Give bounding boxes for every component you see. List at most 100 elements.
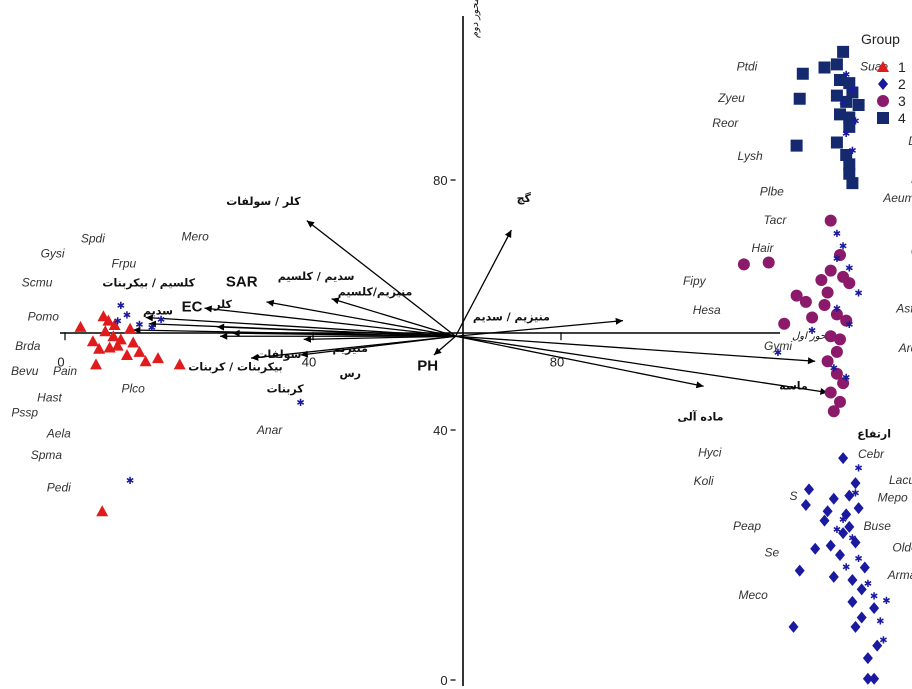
group-4-point — [796, 67, 809, 80]
group-2-point — [788, 620, 799, 633]
group-1-point — [90, 358, 102, 370]
unclassified-point: ✱ — [876, 617, 884, 628]
unclassified-point: ✱ — [117, 301, 125, 312]
species-label: Bevu — [11, 364, 39, 378]
group-3-point — [834, 249, 846, 261]
env-vector-label: کلر — [213, 298, 232, 311]
species-label: Hyci — [698, 445, 722, 459]
species-label: Brda — [15, 339, 41, 353]
env-vector-line — [216, 326, 456, 337]
env-vector-label: سدیم — [143, 304, 173, 317]
group-3-point — [778, 317, 791, 330]
y-tick-label: 80 — [433, 173, 447, 188]
group-4-point — [843, 77, 856, 90]
unclassified-point: ✱ — [848, 534, 856, 545]
env-vector-arrowhead — [220, 332, 228, 340]
unclassified-point: ✱ — [833, 254, 841, 265]
group-4-point — [790, 139, 803, 152]
group-3-point — [830, 345, 843, 358]
group-2-point — [825, 539, 836, 552]
unclassified-point: ✱ — [851, 489, 859, 500]
species-label: Spma — [31, 448, 63, 462]
species-labels: Spdi Mero Gysi Frpu Scmu Pomo Brda Pain Bevu Plco… — [11, 60, 912, 602]
env-vector-label: منیزیم/کلسیم — [338, 286, 413, 299]
env-vector-line — [455, 335, 704, 387]
env-vector-arrowhead — [433, 347, 442, 355]
y-tick-label: 40 — [433, 423, 447, 438]
species-label: Pssp — [11, 405, 38, 419]
group-2-point — [859, 561, 870, 574]
group-2-point — [869, 672, 880, 685]
species-label: Plco — [122, 382, 146, 396]
group-3-point — [824, 214, 837, 227]
species-label: Lacu — [889, 473, 912, 487]
env-vector-arrowhead — [204, 305, 213, 313]
group-1-point — [139, 355, 152, 367]
group-1-point — [173, 358, 186, 370]
unclassified-point: ✱ — [839, 515, 847, 526]
group-2-point — [850, 477, 861, 490]
group-3-point — [834, 333, 846, 346]
legend-marker-4 — [877, 112, 889, 124]
group-3-point — [837, 377, 850, 390]
unclassified-point: ✱ — [842, 70, 850, 81]
species-label: Buse — [864, 519, 892, 533]
species-label: Pedi — [47, 480, 71, 494]
species-label: Spdi — [81, 232, 105, 246]
unclassified-point: ✱ — [808, 326, 816, 337]
unclassified-point: ✱ — [854, 464, 862, 475]
group-1-point — [124, 322, 137, 334]
group-2-point — [800, 499, 811, 511]
group-4-point — [843, 111, 856, 124]
species-label: Ptdi — [737, 60, 758, 74]
data-points: ✱✱✱ ✱ ✱✱✱✱✱✱✱✱✱✱✱✱✱✱✱✱✱✱✱✱✱✱✱✱✱✱✱✱✱✱ ✱✱✱ — [74, 45, 912, 685]
group-2-point — [862, 672, 873, 685]
group-4-point — [840, 149, 853, 161]
species-label: Se — [764, 545, 779, 559]
species-label: Olde — [892, 540, 912, 554]
legend-marker-3 — [877, 95, 889, 107]
species-label: Frpu — [112, 257, 137, 271]
group-3-point — [840, 314, 853, 327]
unclassified-point: ✱ — [845, 320, 853, 331]
group-2-point — [819, 514, 830, 527]
group-3-point — [762, 256, 775, 269]
legend-label: 1 — [898, 59, 906, 75]
env-vector-line — [455, 229, 512, 337]
group-1-point — [127, 336, 140, 348]
group-3-point — [830, 308, 843, 321]
environment-vectors: کلر / سولفات گچ کلسیم / بیکربنات SAR سدیم / … — [102, 192, 891, 441]
group-4-point — [793, 92, 806, 105]
env-vector-label: PH — [417, 358, 438, 375]
group-3-point — [818, 299, 831, 311]
env-vector-line — [455, 335, 828, 394]
group-4-point — [846, 86, 859, 99]
unclassified-point: ✱ — [833, 525, 841, 536]
group-3-point — [799, 295, 812, 308]
group-2-point — [850, 536, 861, 549]
env-vector-line — [145, 316, 456, 337]
unclassified-point: ✱ — [848, 146, 856, 157]
unclassified-point: ✱ — [864, 579, 872, 590]
species-label: S — [789, 489, 797, 503]
species-label: Lysh — [738, 149, 763, 163]
axes: محور اول محور دوم — [60, 0, 833, 686]
group-1-point — [96, 505, 109, 517]
group-4-point — [852, 99, 865, 111]
y-tick-label: 0 — [440, 673, 447, 688]
group-1-point — [86, 335, 99, 347]
species-label: Aeum — [882, 191, 912, 205]
species-label: Scmu — [22, 275, 53, 289]
env-vector-line — [331, 298, 456, 337]
group-3-point — [824, 330, 837, 343]
env-vector-arrowhead — [695, 381, 704, 389]
env-vector-arrowhead — [807, 357, 816, 365]
species-label: Reor — [712, 116, 739, 130]
group-2-point — [804, 483, 814, 496]
group-3-point — [815, 274, 828, 286]
x-axis-title: محور اول — [792, 331, 833, 342]
species-label: Asfa — [895, 302, 912, 316]
env-vector-label: رس — [339, 367, 361, 380]
